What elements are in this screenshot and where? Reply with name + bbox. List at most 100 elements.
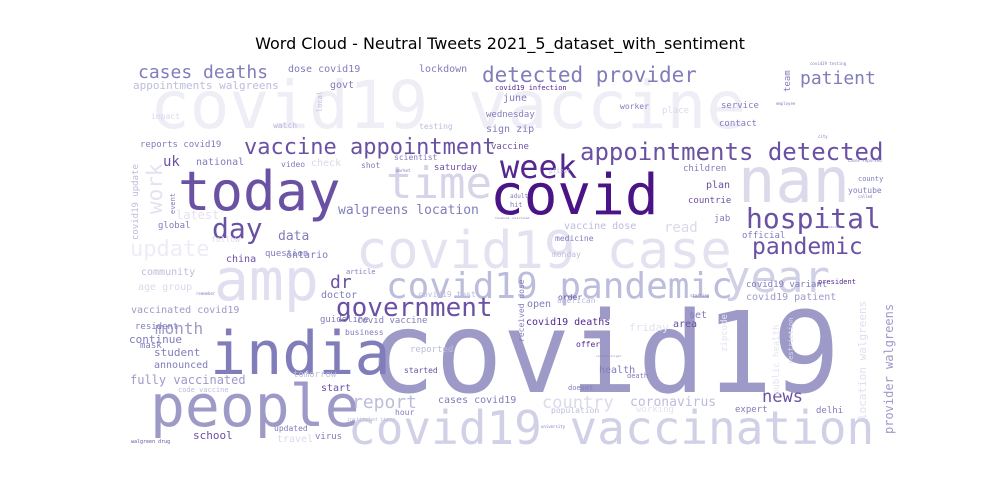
word-order: order [558,293,582,302]
word-code-vaccine: code vaccine [178,386,229,394]
word-latest: latest [176,208,219,222]
word-covid19-test: covid19 test [418,290,476,299]
word-team: team [783,70,793,92]
word-local: local [316,91,324,112]
word-read: read [664,220,698,236]
word-covid19-update: covid19 update [131,164,141,240]
word-death: death [627,372,648,380]
word-cases-reported: cases reported [848,158,882,163]
word-national: national [196,157,244,168]
word-today: today [178,160,341,223]
word-covid19-testing: covid19 testing [810,61,847,66]
word-nan: nan [738,144,850,217]
word-instituted-tiers: instituted tiers [347,417,395,423]
word-delhi: delhi [816,406,843,416]
word-working: working [636,405,674,415]
word-saturday: saturday [434,163,478,173]
word-impact: impact [151,112,180,121]
word-june: june [503,93,527,104]
word-county: county [858,175,883,183]
word-area: area [673,319,697,330]
word-covid19-case: covid19 case [356,221,732,281]
word-contact: contact [719,119,757,129]
word-fully-vaccinated: fully vaccinated [130,373,246,387]
word-official: official [742,231,785,241]
word-appointments-walgreens: appointments walgreens [133,79,279,92]
word-virus: virus [315,432,342,442]
word-testing: testing [419,122,453,131]
word-dose-covid19: dose covid19 [288,64,360,75]
word-covid19-variant: covid19 variant [746,280,827,290]
word-place: place [662,106,689,116]
word-watch: watch [273,121,297,130]
word-follow: follow [211,235,240,244]
word-remember: remember [196,291,216,296]
word-pfizer: pfizer [549,168,571,175]
word-start: start [321,383,351,394]
word-work: work [143,163,167,214]
word-people: people [150,372,360,440]
word-doesnt: doesnt [568,384,593,392]
word-time: time [386,158,492,209]
word-covid19-deaths: covid19 deaths [526,317,610,328]
word-wednesday: wednesday [486,110,535,120]
word-question: question [265,249,308,259]
word-jab: jab [714,214,730,224]
word-country: country [542,393,614,413]
word-friday: friday [629,321,669,334]
word-offer: offer [576,340,600,349]
word-ontario: ontario [286,250,328,261]
word-community: community [141,267,195,278]
word-provider-walgreens: provider walgreens [882,304,896,434]
word-covid19-vaccine: covid19 vaccine [150,67,746,144]
word-service: service [721,101,759,111]
word-vaccine-appointment: vaccine appointment [244,135,496,160]
word-restriction: restriction [787,318,795,364]
word-countrie: countrie [688,196,731,206]
word-announced: announced [154,360,208,371]
word-china: china [226,254,256,265]
word-received-dose: received dose [517,279,526,342]
word-tomorrow: tomorrow [293,370,337,380]
word-youtube: youtube [848,186,882,195]
word-lockdown: lockdown [419,64,467,75]
word-population: population [551,406,599,415]
word-covid19-patient: covid19 patient [746,292,836,303]
word-american: american [557,296,596,305]
word-hospital: hospital [746,202,881,235]
word-covid: covid [490,163,659,228]
word-mask: mask [140,341,162,351]
word-covid19-infection: covid19 infection [495,84,567,92]
word-dr: dr [330,272,352,293]
word-cases-deaths: cases deaths [138,62,268,83]
word-doctor: doctor [321,290,357,301]
word-india: india [210,319,391,389]
word-year: year [724,252,830,303]
word-covid19-pandemic: covid19 pandemic [386,266,733,307]
word-employee: employee [776,101,796,106]
word-guideline: guideline [320,315,369,325]
word-called: called [858,194,873,199]
word-month: month [155,319,203,338]
word-covid-vaccine: covid vaccine [357,316,427,326]
word-sign-zip: sign zip [486,124,534,135]
word-govt: govt [330,80,354,91]
word-pandemic: pandemic [752,234,863,260]
chart-title: Word Cloud - Neutral Tweets 2021_5_datas… [255,34,745,53]
word-cases-covid19: cases covid19 [438,395,516,406]
word-student: student [154,346,200,359]
word-detected-provider: detected provider [482,63,697,87]
word-location-walgreens: location walgreens [856,301,869,420]
word-walgreens-location: walgreens location [338,203,479,218]
word-age-group: age group [138,282,192,293]
word-public-health: public health [772,325,782,395]
word-worker: worker [620,102,649,111]
word-hit: hit [510,201,523,209]
word-event: event [169,193,177,214]
word-zipcode: zipcode [720,314,730,352]
word-vaccinated-covid19: vaccinated covid19 [131,305,239,316]
word-news: news [762,387,803,407]
word-hour: hour [395,408,414,417]
word-updated: updated [274,424,308,433]
